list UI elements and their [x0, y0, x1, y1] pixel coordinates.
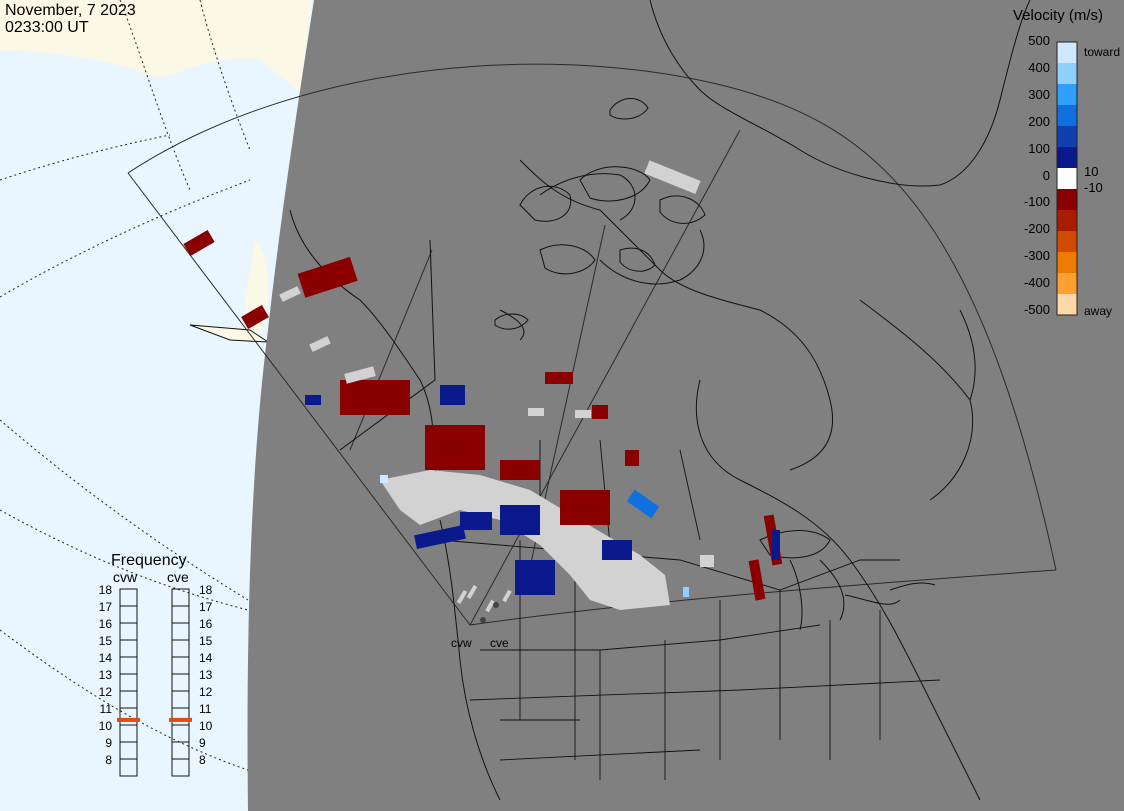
velocity-tick-label: -200: [1024, 221, 1050, 236]
frequency-tick-right: 17: [199, 600, 213, 614]
velocity-tick-label: -100: [1024, 194, 1050, 209]
velocity-tick-label: 400: [1028, 60, 1050, 75]
velocity-swatch: [1057, 147, 1077, 169]
frequency-tick-left: 18: [99, 583, 113, 597]
velocity-swatch: [1057, 294, 1077, 316]
frequency-radar-cve-label: cve: [167, 569, 189, 585]
frequency-tick-left: 9: [105, 736, 112, 750]
coastlines: [289, 0, 1031, 801]
frequency-panel: Frequency cvw cve 18 17 16 15 14 13 12 11 10 9 8 1…: [99, 552, 213, 777]
velocity-swatch: [1057, 42, 1077, 64]
frequency-tick-right: 13: [199, 668, 213, 682]
frequency-cell: [119, 758, 138, 777]
velocity-tick-label: 100: [1028, 141, 1050, 156]
frequency-tick-right: 15: [199, 634, 213, 648]
arctic-islands: [494, 98, 706, 330]
frequency-tick-right: 18: [199, 583, 213, 597]
radar-site-cvw-marker: [480, 617, 486, 623]
away-label: away: [1084, 304, 1112, 318]
frequency-tick-left: 14: [99, 651, 113, 665]
frequency-tick-left: 8: [105, 753, 112, 767]
velocity-swatch: [1057, 252, 1077, 274]
radar-site-cve-label: cve: [490, 636, 509, 650]
velocity-tick-label: 200: [1028, 114, 1050, 129]
radar-sites: cvw cve: [451, 602, 509, 650]
frequency-radar-cvw-label: cvw: [113, 569, 138, 585]
frequency-bar-cvw: [117, 588, 140, 777]
velocity-tick-label: -300: [1024, 248, 1050, 263]
date-label: November, 7 2023: [5, 2, 136, 19]
frequency-tick-left: 10: [99, 719, 113, 733]
frequency-marker: [169, 717, 192, 722]
velocity-tick-label: -500: [1024, 302, 1050, 317]
velocity-swatch: [1057, 126, 1077, 148]
velocity-swatch: [1057, 231, 1077, 253]
great-lakes: [759, 530, 936, 631]
daylit-siberia: [0, 0, 312, 92]
velocity-tick-label: 500: [1028, 33, 1050, 48]
velocity-tick-label: 10: [1084, 164, 1098, 179]
velocity-tick-label: 300: [1028, 87, 1050, 102]
velocity-swatch: [1057, 84, 1077, 106]
frequency-tick-left: 11: [100, 702, 113, 716]
frequency-tick-right: 11: [199, 702, 212, 716]
velocity-tick-label: 0: [1043, 168, 1050, 183]
frequency-tick-left: 13: [99, 668, 113, 682]
frequency-tick-right: 12: [199, 685, 213, 699]
frequency-tick-right: 9: [199, 736, 206, 750]
velocity-colorbar: Velocity (m/s) 500400300200100100-10-100…: [1013, 7, 1120, 318]
velocity-swatch: [1057, 105, 1077, 127]
time-label: 0233:00 UT: [5, 19, 89, 36]
frequency-tick-right: 14: [199, 651, 213, 665]
frequency-bar-cve: [169, 588, 192, 777]
radar-echoes: [183, 160, 783, 613]
velocity-ticks: 500400300200100100-10-100-200-300-400-50…: [1024, 33, 1103, 317]
fov-outline: [127, 63, 1057, 626]
frequency-ticks-left: 18 17 16 15 14 13 12 11 10 9 8: [99, 583, 113, 767]
frequency-ticks-right: 18 17 16 15 14 13 12 11 10 9 8: [199, 583, 213, 767]
frequency-tick-left: 16: [99, 617, 113, 631]
velocity-tick-label: -10: [1084, 180, 1103, 195]
velocity-tick-label: -400: [1024, 275, 1050, 290]
radar-site-cve-marker: [493, 602, 499, 608]
night-region: [247, 0, 1124, 811]
graticule: [0, 0, 251, 771]
velocity-title: Velocity (m/s): [1013, 7, 1103, 24]
frequency-tick-left: 17: [99, 600, 113, 614]
velocity-swatches: [1056, 41, 1078, 316]
velocity-swatch: [1057, 189, 1077, 211]
velocity-swatch: [1057, 168, 1077, 190]
frequency-tick-right: 8: [199, 753, 206, 767]
frequency-title: Frequency: [111, 552, 187, 569]
frequency-cell: [171, 758, 190, 777]
velocity-swatch: [1057, 63, 1077, 85]
velocity-swatch: [1057, 273, 1077, 295]
velocity-swatch: [1057, 210, 1077, 232]
frequency-tick-left: 12: [99, 685, 113, 699]
toward-label: toward: [1084, 45, 1120, 59]
frequency-tick-left: 15: [99, 634, 113, 648]
radar-site-cvw-label: cvw: [451, 636, 472, 650]
frequency-tick-right: 16: [199, 617, 213, 631]
frequency-marker: [117, 717, 140, 722]
frequency-tick-right: 10: [199, 719, 213, 733]
